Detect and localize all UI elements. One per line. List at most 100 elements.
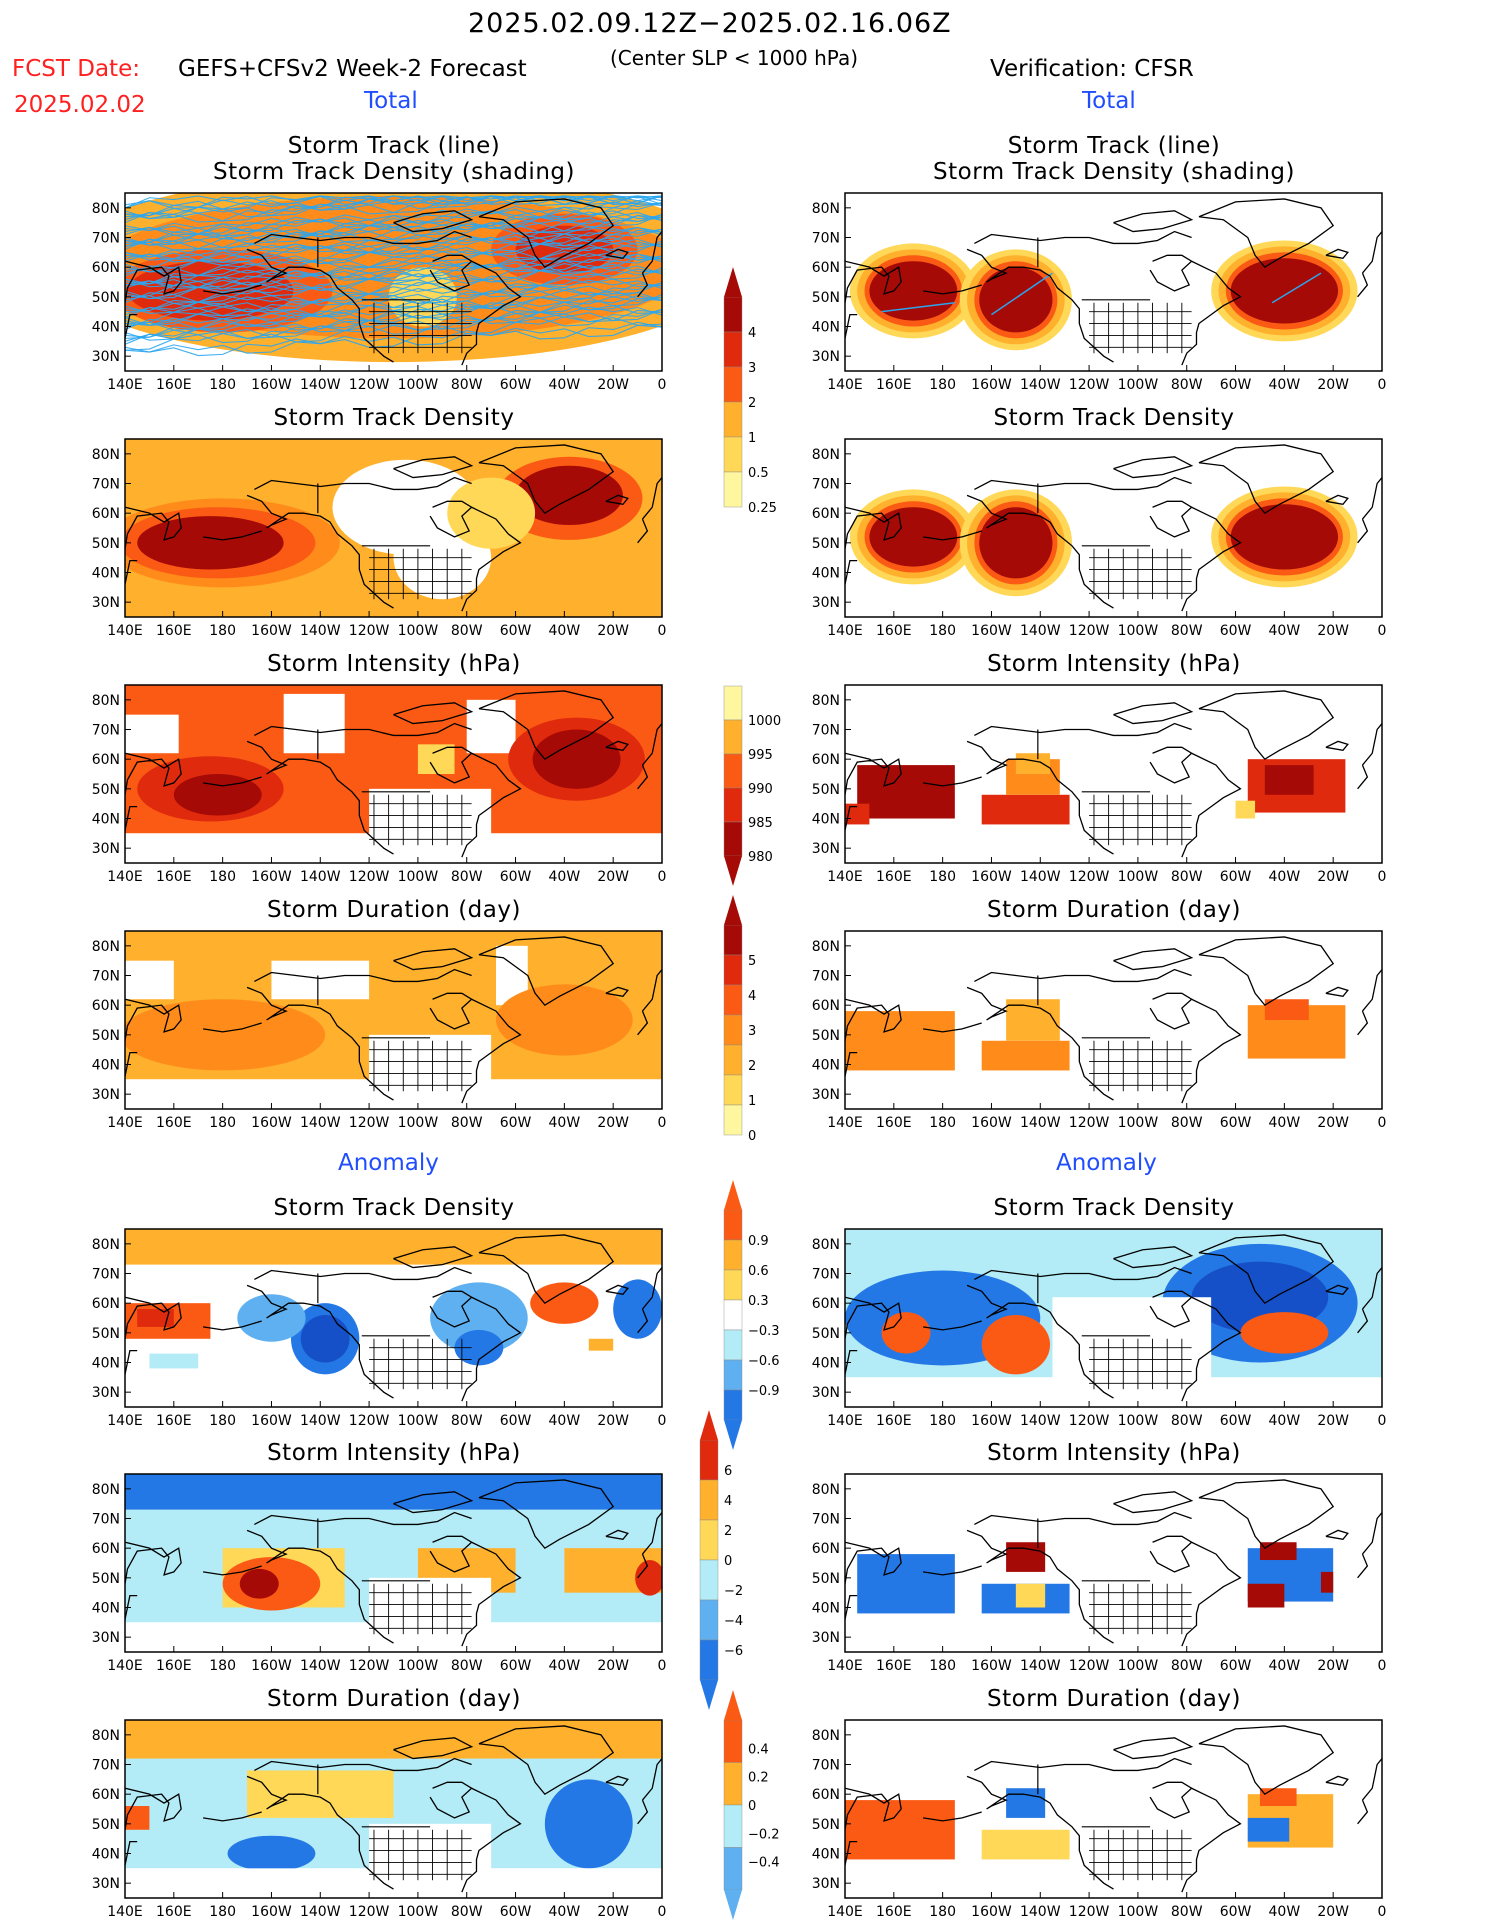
colorbar-segment [723, 1804, 743, 1848]
storm-track-line [125, 308, 662, 344]
coastline-iceland [1325, 740, 1349, 751]
colorbar-segment [723, 954, 743, 986]
lat-tick-label: 60N [92, 1541, 120, 1557]
coastline-arctic-islands [393, 1491, 474, 1514]
lat-tick-label: 80N [812, 201, 840, 217]
lat-tick-label: 80N [92, 1237, 120, 1253]
coastline-europe [641, 969, 662, 1012]
colorbar-segment [723, 1329, 743, 1361]
lat-tick-label: 60N [812, 998, 840, 1014]
colorbar-segment [699, 1639, 719, 1681]
lat-tick-label: 50N [812, 536, 840, 552]
storm-track-line [125, 195, 662, 218]
storm-track-line [125, 209, 662, 244]
lat-tick-label: 70N [812, 1267, 840, 1283]
verification-total-density-panel: 80N 70N 60N 50N 40N 30N 140E 160E 180 160W 140W 120… [812, 438, 1386, 639]
colorbar-label: 1000 [748, 714, 781, 729]
colorbar-label: −2 [724, 1584, 743, 1599]
lon-tick-label: 140E [827, 623, 863, 639]
coastline-arctic-islands [393, 948, 474, 971]
colorbar-label: 980 [748, 850, 773, 865]
lon-tick-label: 180 [929, 1115, 956, 1131]
forecast-total-track-panel: 80N 70N 60N 50N 40N 30N 140E 160E 180 160W 140W 120… [92, 192, 666, 393]
coastline-europe [1361, 1512, 1382, 1555]
lat-tick-label: 60N [812, 260, 840, 276]
lon-tick-label: 40W [549, 623, 581, 639]
lon-tick-label: 160E [876, 377, 912, 393]
coastline-hudson-bay [1149, 1535, 1193, 1573]
verification-anomaly-density-panel: 80N 70N 60N 50N 40N 30N 140E 160E 180 160W 140W 120… [812, 1228, 1386, 1429]
lon-tick-label: 20W [1317, 1658, 1349, 1674]
lon-tick-label: 140E [107, 1658, 143, 1674]
colorbar-label: 1 [748, 431, 756, 446]
coastline-europe [1361, 969, 1382, 1012]
colorbar-label: −0.4 [748, 1856, 780, 1871]
coastline-iceland [605, 1775, 629, 1786]
storm-track-line [125, 268, 662, 303]
coastline-greenland [1198, 198, 1335, 269]
lon-tick-label: 100W [1118, 1658, 1159, 1674]
coastline-arctic [974, 968, 1192, 983]
coastline-japan [125, 1594, 138, 1620]
storm-track-line [125, 203, 662, 233]
lon-tick-label: 20W [1317, 377, 1349, 393]
coastline-west-north-america [966, 1529, 1114, 1644]
lon-tick-label: 160E [156, 869, 192, 885]
colorbar-label: −6 [724, 1644, 743, 1659]
intensity-colorbar: 1000 995 990 985 980 [723, 685, 781, 886]
lon-tick-label: 160W [971, 377, 1012, 393]
lat-tick-label: 30N [92, 1087, 120, 1103]
forecast-anomaly-density-panel-field [125, 1229, 662, 1402]
storm-track-line [125, 282, 662, 319]
colorbar-label: 1 [748, 1094, 756, 1109]
lon-tick-label: 40W [1269, 1658, 1301, 1674]
coastline-europe [641, 477, 662, 520]
colorbar-label: 2 [748, 1059, 756, 1074]
colorbar-segment [699, 1479, 719, 1521]
storm-track-line [125, 214, 662, 250]
lon-tick-label: 160W [251, 623, 292, 639]
lon-tick-label: 80W [451, 377, 483, 393]
lon-tick-label: 180 [929, 1658, 956, 1674]
lon-tick-label: 20W [1317, 1413, 1349, 1429]
lat-tick-label: 40N [92, 566, 120, 582]
colorbar-segment [723, 366, 743, 403]
lon-tick-label: 160W [971, 623, 1012, 639]
coastline-hudson-bay [1149, 1781, 1193, 1819]
lon-tick-label: 80W [1171, 869, 1203, 885]
lat-tick-label: 40N [92, 1356, 120, 1372]
lon-tick-label: 140E [827, 377, 863, 393]
lon-tick-label: 160E [876, 1413, 912, 1429]
coastline-asia [845, 1296, 902, 1339]
lat-tick-label: 40N [92, 1847, 120, 1863]
storm-track-line [125, 324, 662, 354]
lat-tick-label: 70N [812, 477, 840, 493]
lon-tick-label: 0 [1378, 1658, 1387, 1674]
coastline-british-isles [637, 518, 649, 544]
verification-anomaly-density-title: Storm Track Density [993, 1195, 1235, 1221]
coastline-asia [125, 506, 182, 549]
colorbar-segment [723, 1299, 743, 1331]
colorbar-segment [723, 787, 743, 823]
coastline-aleutians [923, 284, 982, 295]
lon-tick-label: 140E [107, 869, 143, 885]
lat-tick-label: 70N [812, 1758, 840, 1774]
lat-tick-label: 50N [92, 536, 120, 552]
lon-tick-label: 40W [549, 377, 581, 393]
lon-tick-label: 120W [349, 1413, 390, 1429]
verification-track-title: Storm Track Density (shading) [933, 159, 1295, 185]
coastline-west-north-america [246, 740, 394, 855]
verification-anomaly-intensity-title: Storm Intensity (hPa) [987, 1440, 1241, 1466]
verification-total-duration-panel-field [845, 936, 1382, 1104]
criterion-text: (Center SLP < 1000 hPa) [610, 46, 858, 70]
lon-tick-label: 60W [1220, 869, 1252, 885]
lon-tick-label: 160W [251, 1115, 292, 1131]
coastline-arctic-islands [1113, 1246, 1194, 1269]
colorbar-label: 0.5 [748, 466, 769, 481]
forecast-anomaly-duration-panel-field [125, 1720, 662, 1898]
coastline-greenland [1198, 1725, 1335, 1796]
lon-tick-label: 60W [500, 1904, 532, 1920]
lon-tick-label: 160E [156, 1904, 192, 1920]
coastline-hudson-bay [1149, 254, 1193, 292]
forecast-total-density-panel: 80N 70N 60N 50N 40N 30N 140E 160E 180 160W 140W 120… [92, 438, 666, 639]
